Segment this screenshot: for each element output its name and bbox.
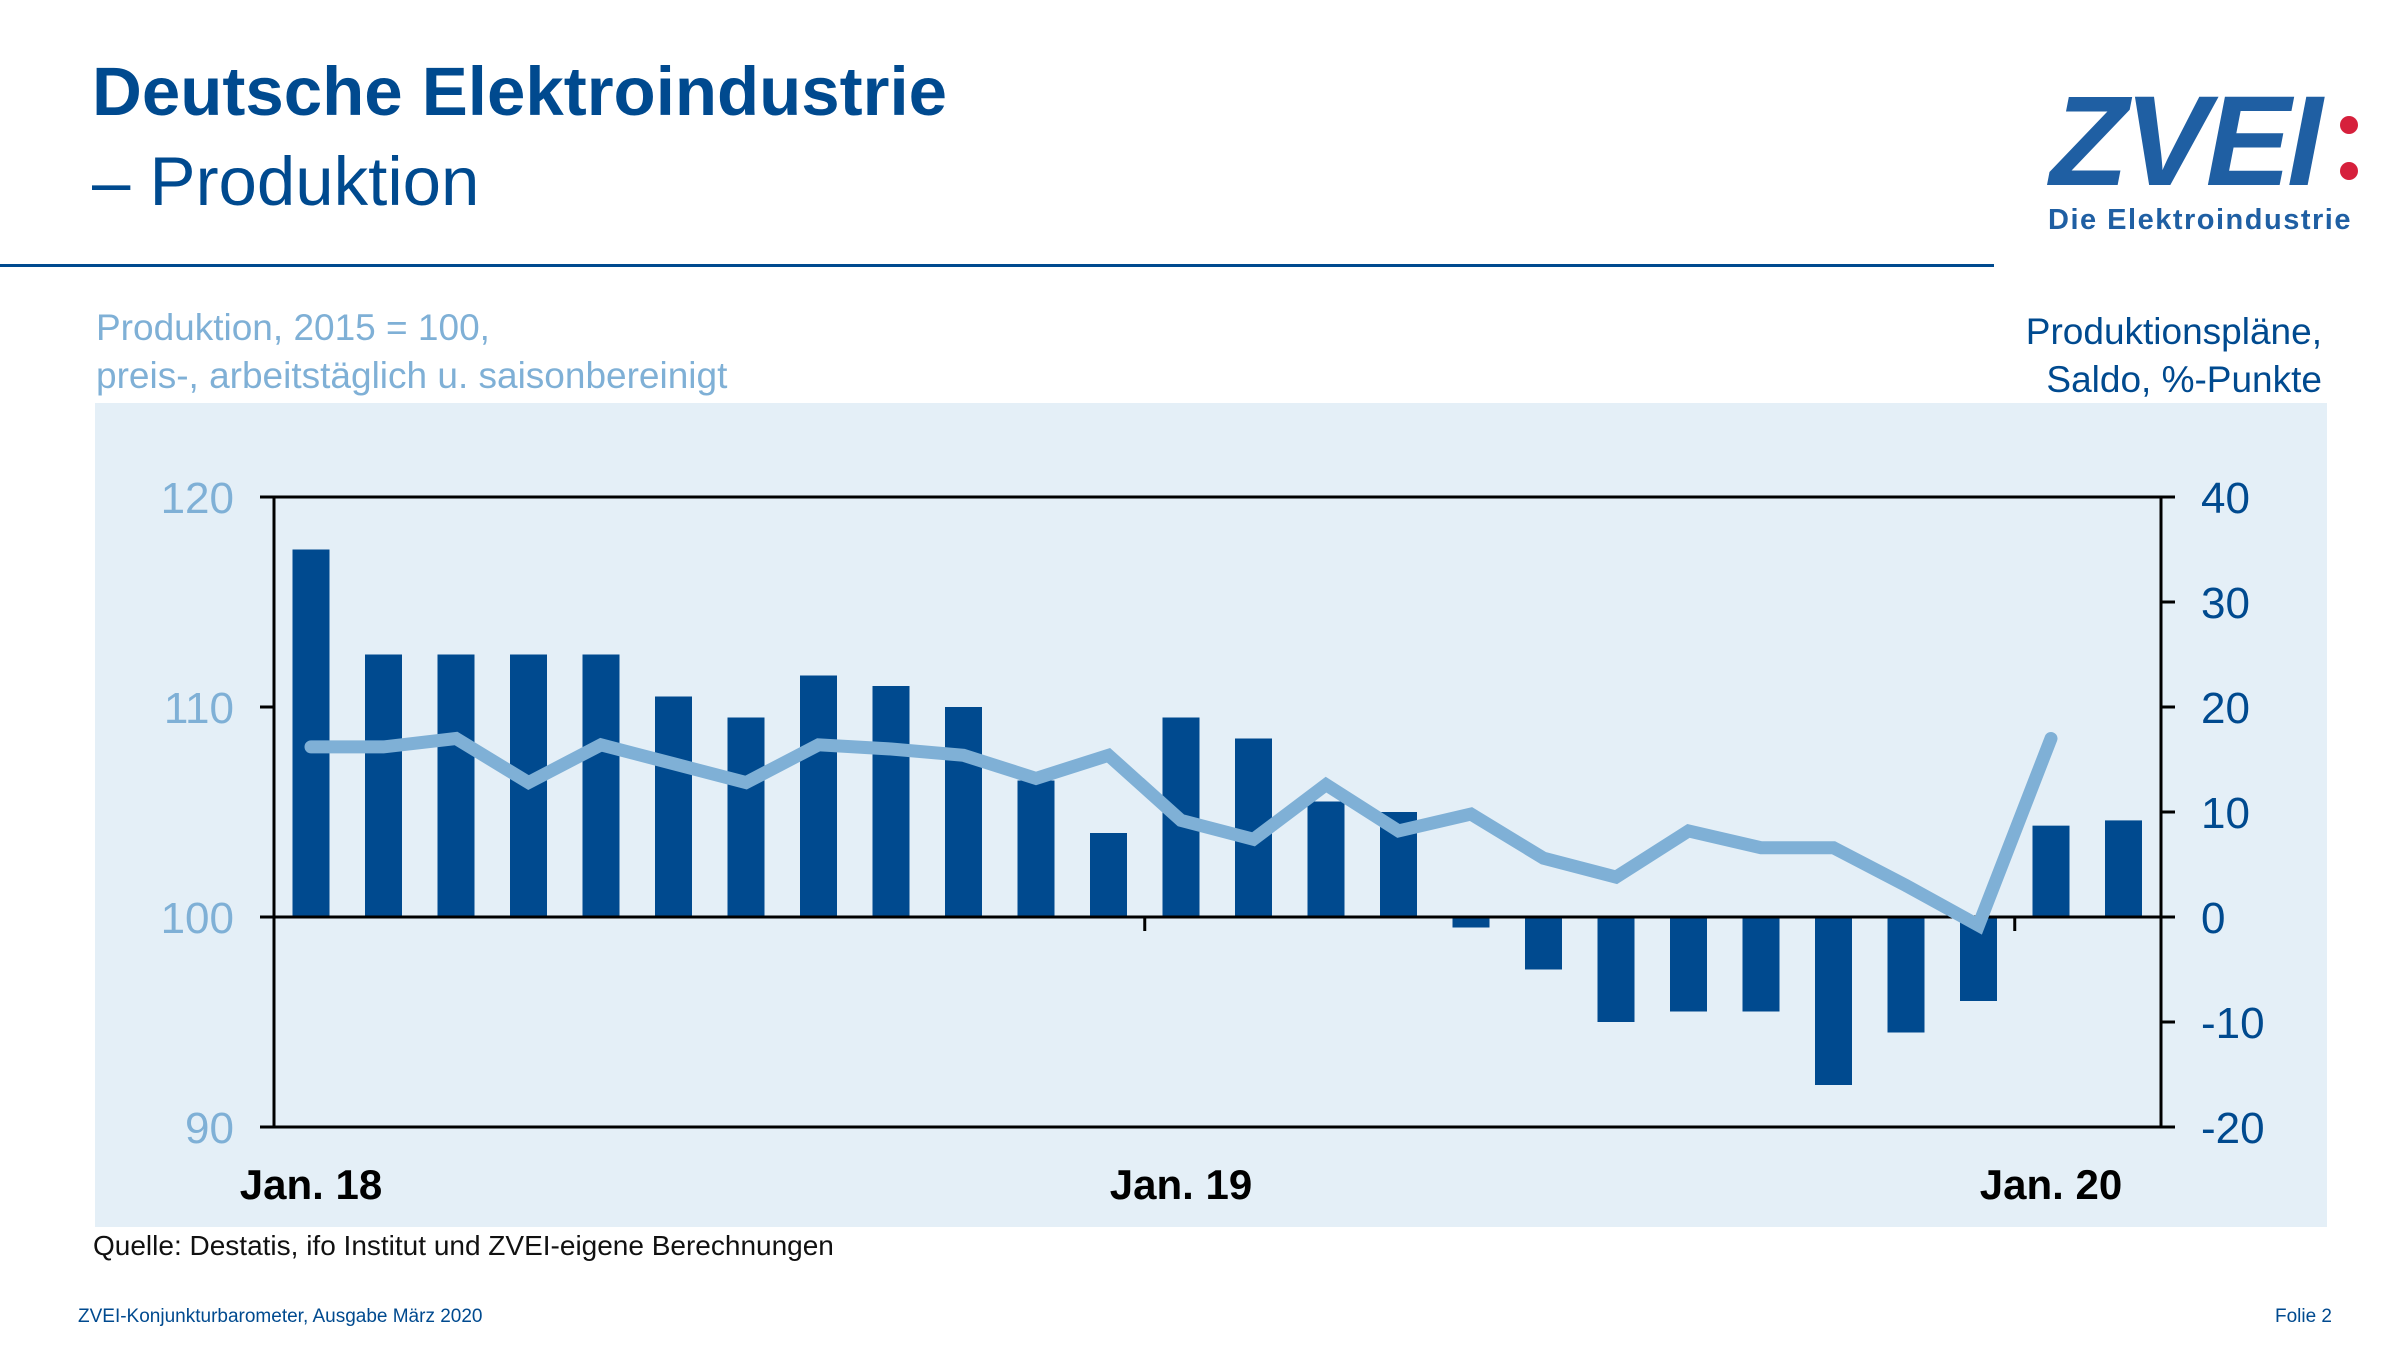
right-tick-label: 30 [2201,579,2250,628]
right-tick-label: 10 [2201,789,2250,838]
bar [1670,917,1707,1012]
right-tick-label: 0 [2201,894,2225,943]
page-subtitle: – Produktion [92,143,480,220]
right-axis-note-line: Produktionspläne, [2025,311,2322,352]
bar [1597,917,1635,1022]
bar [655,696,692,917]
bar [1090,833,1127,917]
bar [582,654,620,917]
bar [800,675,837,917]
bar [292,549,330,917]
left-tick-label: 90 [185,1104,234,1153]
logo-wordmark: ZVEI [2050,70,2322,213]
bar [1525,917,1562,970]
bar [437,654,475,917]
right-axis-note-line: Saldo, %-Punkte [2046,359,2322,400]
bar [1887,917,1925,1033]
left-axis-note: Produktion, 2015 = 100, preis-, arbeitst… [96,304,727,400]
zvei-logo: ZVEI Die Elektroindustrie [2040,70,2370,238]
right-axis-note: Produktionspläne, Saldo, %-Punkte [2026,308,2322,404]
bar [945,707,982,917]
x-tick-label: Jan. 20 [1980,1161,2122,1208]
left-tick-label: 100 [161,894,234,943]
right-tick-label: -20 [2201,1104,2265,1153]
bar [365,654,402,917]
bar [1017,780,1055,917]
header-divider [0,264,1994,267]
x-tick-label: Jan. 19 [1110,1161,1252,1208]
right-tick-label: 20 [2201,684,2250,733]
right-tick-label: 40 [2201,474,2250,523]
left-axis-note-line: Produktion, 2015 = 100, [96,307,490,348]
left-tick-label: 110 [164,684,234,733]
left-tick-label: 120 [161,474,234,523]
bar [1815,917,1852,1085]
bar [727,717,765,917]
bar [2105,820,2142,917]
right-tick-label: -10 [2201,999,2265,1048]
slide-number: Folie 2 [2274,1306,2332,1327]
footer-publication: ZVEI-Konjunkturbarometer, Ausgabe März 2… [78,1306,483,1327]
bar [1307,801,1345,917]
source-note: Quelle: Destatis, ifo Institut und ZVEI-… [93,1230,834,1261]
bar [1742,917,1780,1012]
bar [1452,917,1490,928]
x-tick-label: Jan. 18 [240,1161,382,1208]
logo-subtext: Die Elektroindustrie [2048,204,2352,236]
bar [872,686,910,917]
left-axis-note-line: preis-, arbeitstäglich u. saisonbereinig… [96,355,728,396]
bar [2032,825,2070,917]
page-title: Deutsche Elektroindustrie [92,53,948,130]
